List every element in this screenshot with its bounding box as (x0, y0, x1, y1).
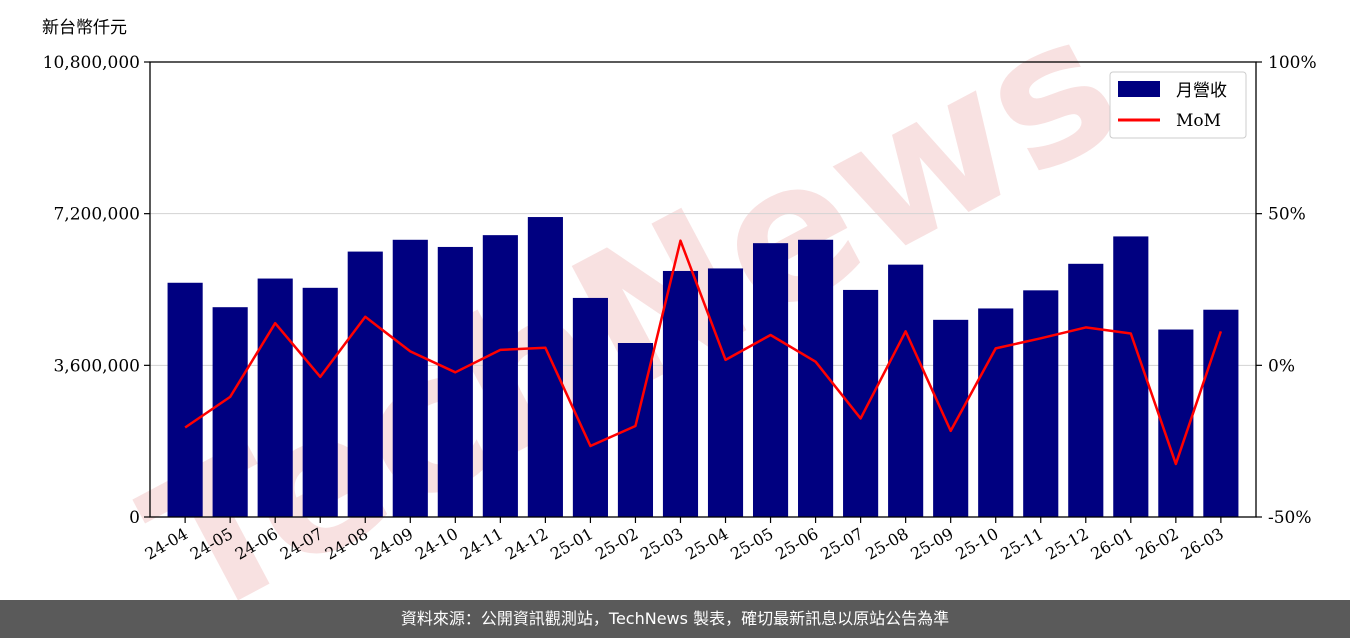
y-tick-label: 0 (129, 508, 140, 528)
bar-25-10 (978, 308, 1014, 517)
bar-24-07 (302, 287, 338, 517)
y2-tick-label: 50% (1268, 205, 1306, 225)
bar-24-08 (347, 251, 383, 518)
x-tick-label: 26-03 (1177, 524, 1226, 564)
bar-24-12 (527, 217, 563, 517)
bar-24-09 (392, 239, 428, 517)
x-tick-label: 26-02 (1132, 524, 1181, 564)
x-tick-label: 25-12 (1042, 524, 1091, 564)
y-tick-label: 3,600,000 (53, 356, 140, 376)
x-tick-label: 25-10 (952, 524, 1001, 564)
bars-layer (167, 217, 1239, 518)
plot-frame (149, 61, 1257, 518)
bar-25-05 (752, 243, 789, 517)
mom-line (184, 239, 1223, 466)
legend-swatch-bar (1118, 81, 1160, 97)
y2-tick-label: -50% (1268, 508, 1312, 528)
legend: 月營收 MoM (1109, 71, 1247, 139)
legend-label-revenue: 月營收 (1176, 81, 1227, 101)
source-footer: 資料來源：公開資訊觀測站，TechNews 製表，確切最新訊息以原站公告為準 (0, 600, 1350, 638)
chart-area: TechNews 0 3,600,000 7,200,000 10,800,000 -5… (42, 0, 1317, 638)
x-tick-label: 25-05 (727, 524, 776, 564)
revenue-chart: TechNews 03,600,0007,200,00010,800,000-5… (42, 0, 1317, 638)
bar-25-04 (707, 268, 744, 517)
x-tick-label: 25-06 (772, 524, 821, 564)
bar-25-03 (662, 270, 699, 517)
y-axis-unit: 新台幣仟元 (42, 18, 127, 38)
x-tick-label: 25-02 (592, 524, 641, 564)
x-tick-label: 25-03 (637, 524, 686, 564)
bar-26-03 (1203, 309, 1239, 517)
y2-tick-label: 100% (1268, 53, 1317, 73)
bar-24-04 (167, 282, 203, 517)
x-tick-label: 25-07 (817, 524, 866, 564)
bar-24-11 (482, 235, 518, 517)
x-tick-label: 25-08 (862, 524, 911, 564)
bar-24-05 (212, 307, 248, 517)
x-tick-label: 25-01 (547, 524, 596, 564)
bar-25-09 (933, 319, 969, 517)
bar-26-01 (1113, 236, 1149, 517)
legend-label-mom: MoM (1176, 111, 1221, 131)
bar-24-06 (257, 278, 293, 517)
x-tick-label: 25-09 (907, 524, 956, 564)
bar-25-12 (1068, 263, 1104, 517)
mom-line-layer (184, 239, 1223, 466)
y-tick-label: 10,800,000 (43, 53, 140, 73)
footer-text: 資料來源：公開資訊觀測站，TechNews 製表，確切最新訊息以原站公告為準 (400, 609, 950, 628)
y-tick-label: 7,200,000 (53, 205, 140, 225)
bar-25-08 (888, 264, 924, 517)
bar-25-11 (1023, 290, 1059, 517)
bar-24-10 (437, 246, 473, 517)
bar-25-02 (617, 343, 654, 517)
bar-25-01 (572, 297, 608, 517)
x-tick-label: 26-01 (1087, 524, 1136, 564)
y2-tick-label: 0% (1268, 356, 1295, 376)
bar-26-02 (1158, 329, 1194, 517)
x-tick-label: 25-04 (682, 524, 731, 564)
x-tick-label: 24-12 (502, 524, 551, 564)
x-tick-label: 25-11 (997, 524, 1046, 564)
